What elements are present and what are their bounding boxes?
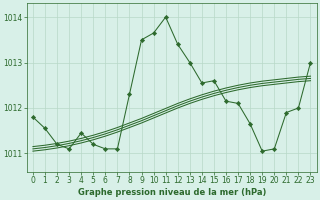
X-axis label: Graphe pression niveau de la mer (hPa): Graphe pression niveau de la mer (hPa) <box>77 188 266 197</box>
